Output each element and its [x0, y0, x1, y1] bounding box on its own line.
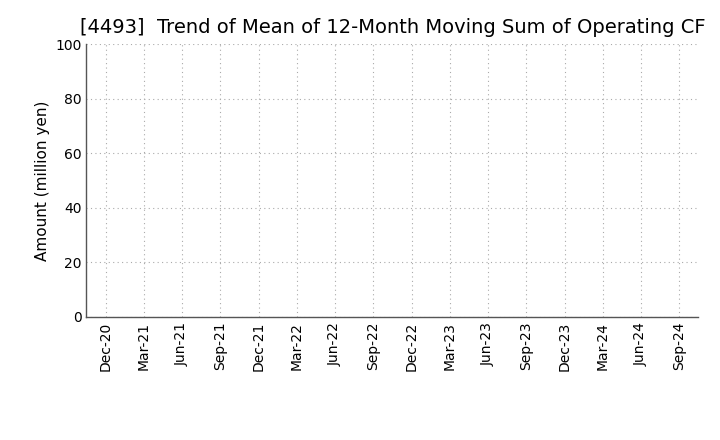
Title: [4493]  Trend of Mean of 12-Month Moving Sum of Operating CF: [4493] Trend of Mean of 12-Month Moving … — [80, 18, 705, 37]
Y-axis label: Amount (million yen): Amount (million yen) — [35, 100, 50, 260]
